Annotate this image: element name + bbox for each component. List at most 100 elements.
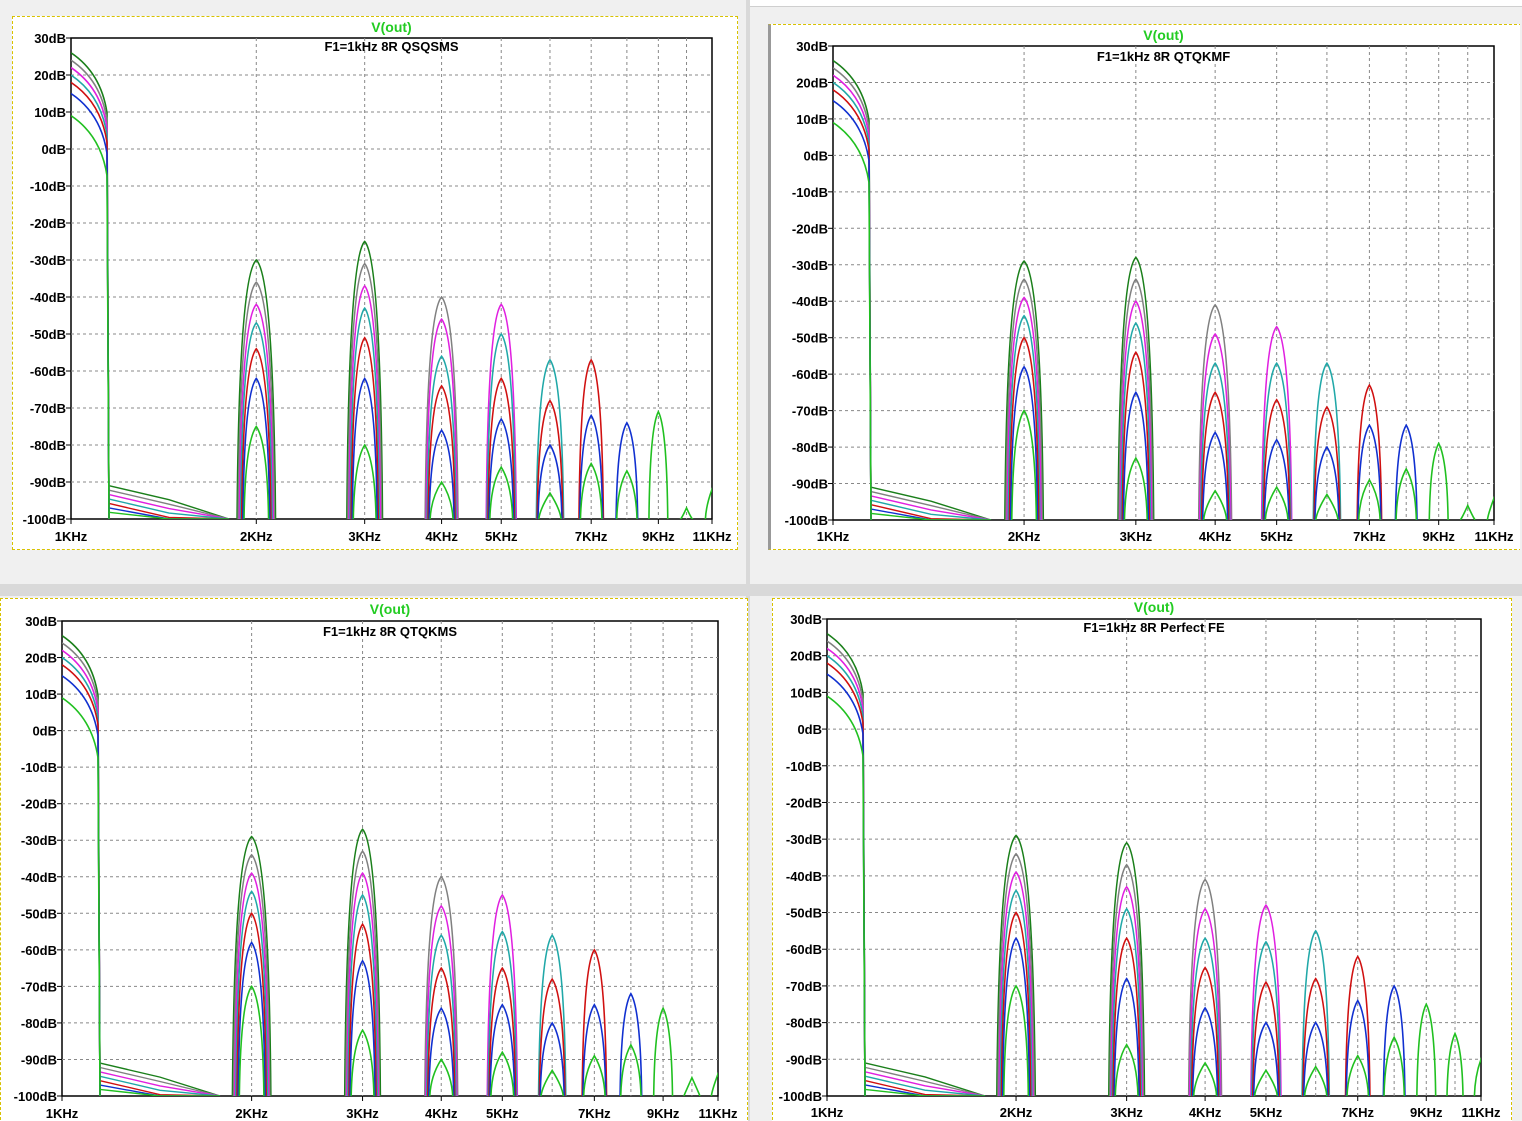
trace-harmonic-2k bbox=[231, 835, 272, 1096]
y-tick-label: -10dB bbox=[30, 179, 66, 194]
trace-harmonic-11k bbox=[1473, 1057, 1481, 1096]
x-tick-label: 2KHz bbox=[1008, 529, 1041, 544]
trace-harmonic-6k bbox=[1302, 1021, 1329, 1096]
trace-harmonic-8k bbox=[1382, 984, 1406, 1096]
trace-leakage-tail bbox=[108, 511, 229, 519]
trace-harmonic-7k bbox=[1357, 423, 1382, 520]
y-tick-label: -30dB bbox=[792, 258, 828, 273]
trace-leakage-tail bbox=[870, 490, 992, 520]
trace-harmonic-3k bbox=[348, 284, 382, 519]
y-tick-label: 20dB bbox=[790, 649, 822, 664]
x-tick-label: 9KHz bbox=[1410, 1105, 1443, 1120]
trace-harmonic-2k bbox=[1001, 936, 1031, 1096]
y-tick-label: 10dB bbox=[790, 685, 822, 700]
trace-harmonic-2k bbox=[1009, 365, 1039, 520]
trace-harmonic-2k bbox=[998, 871, 1034, 1096]
trace-harmonic-4k bbox=[1202, 489, 1228, 520]
trace-harmonic-6k bbox=[1312, 361, 1342, 520]
x-tick-label: 3KHz bbox=[1120, 529, 1153, 544]
trace-harmonic-5k bbox=[1250, 903, 1282, 1096]
trace-harmonic-3k bbox=[1117, 256, 1155, 520]
y-tick-label: -20dB bbox=[792, 221, 828, 236]
trace-harmonic-2k bbox=[240, 347, 272, 519]
trace-name: V(out) bbox=[371, 19, 411, 35]
trace-harmonic-3k bbox=[349, 306, 381, 519]
x-tick-label: 9KHz bbox=[1422, 529, 1455, 544]
trace-leakage-tail bbox=[99, 1062, 221, 1096]
trace-harmonic-5k bbox=[486, 332, 517, 519]
trace-leakage-tail bbox=[870, 499, 992, 520]
x-tick-label: 2KHz bbox=[240, 529, 273, 544]
trace-leakage-tail bbox=[864, 1088, 985, 1096]
trace-fundamental bbox=[71, 92, 110, 519]
trace-harmonic-2k bbox=[236, 912, 268, 1096]
trace-leakage-tail bbox=[99, 1075, 221, 1096]
trace-leakage-tail bbox=[99, 1084, 220, 1096]
y-tick-label: -10dB bbox=[21, 760, 57, 775]
trace-harmonic-4k bbox=[424, 295, 459, 519]
y-tick-label: -70dB bbox=[786, 979, 822, 994]
plot-area bbox=[70, 37, 713, 520]
y-tick-label: 20dB bbox=[796, 75, 828, 90]
trace-fundamental bbox=[827, 633, 866, 1096]
plot-panel-3[interactable]: 30dB 20dB 10dB 0dB -10dB -20dB -30dB -40dB -50dB… bbox=[0, 598, 748, 1121]
traces bbox=[827, 633, 1481, 1096]
chart-title: F1=1kHz 8R QTQKMF bbox=[1097, 49, 1230, 64]
trace-harmonic-4k bbox=[428, 1057, 454, 1096]
trace-harmonic-3k bbox=[1122, 390, 1150, 520]
trace-harmonic-6k bbox=[536, 399, 564, 519]
plot-panel-4[interactable]: 30dB 20dB 10dB 0dB -10dB -20dB -30dB -40dB -50dB… bbox=[772, 598, 1512, 1121]
trace-fundamental bbox=[62, 656, 101, 1096]
x-tick-label: 7KHz bbox=[1353, 529, 1386, 544]
trace-harmonic-2k bbox=[1007, 314, 1041, 520]
trace-harmonic-10k bbox=[1458, 503, 1477, 520]
trace-leakage-tail bbox=[870, 512, 991, 520]
x-tick-label: 2KHz bbox=[235, 1106, 268, 1121]
trace-harmonic-3k bbox=[1118, 278, 1154, 520]
x-tick-label: 3KHz bbox=[346, 1106, 379, 1121]
trace-name: V(out) bbox=[1143, 27, 1183, 43]
trace-harmonic-5k bbox=[487, 930, 518, 1096]
chart-title: F1=1kHz 8R QTQKMS bbox=[323, 624, 457, 639]
trace-harmonic-3k bbox=[1112, 936, 1141, 1096]
trace-harmonic-4k bbox=[427, 1006, 455, 1096]
x-tick-label: 9KHz bbox=[642, 529, 675, 544]
trace-harmonic-3k bbox=[352, 443, 377, 519]
panel-divider-vertical bbox=[746, 0, 750, 1121]
trace-harmonic-2k bbox=[1010, 409, 1038, 520]
y-tick-label: -100dB bbox=[779, 1089, 822, 1104]
trace-fundamental bbox=[62, 642, 101, 1096]
trace-leakage-tail bbox=[108, 507, 229, 519]
trace-fundamental bbox=[833, 59, 872, 520]
y-tick-label: -50dB bbox=[786, 906, 822, 921]
trace-harmonic-2k bbox=[233, 871, 270, 1096]
x-tick-label: 7KHz bbox=[1341, 1105, 1374, 1120]
trace-leakage-tail bbox=[870, 495, 992, 520]
x-tick-label: 11KHz bbox=[698, 1106, 738, 1121]
y-tick-label: -100dB bbox=[785, 513, 828, 528]
y-tick-label: -80dB bbox=[786, 1016, 822, 1031]
plot-panel-2[interactable]: 30dB 20dB 10dB 0dB -10dB -20dB -30dB -40dB -50dB… bbox=[768, 24, 1520, 550]
plot-area bbox=[61, 620, 719, 1097]
trace-harmonic-5k bbox=[1261, 361, 1292, 520]
trace-harmonic-5k bbox=[1262, 398, 1291, 520]
trace-harmonic-5k bbox=[1252, 1021, 1280, 1096]
x-tick-label: 1KHz bbox=[817, 529, 850, 544]
trace-harmonic-9k bbox=[648, 409, 669, 519]
trace-harmonic-7k bbox=[579, 461, 603, 519]
trace-fundamental bbox=[62, 664, 101, 1096]
plot-canvas-3: 30dB 20dB 10dB 0dB -10dB -20dB -30dB -40dB -50dB… bbox=[14, 601, 738, 1121]
plot-canvas-1: 30dB 20dB 10dB 0dB -10dB -20dB -30dB -40dB -50dB… bbox=[23, 19, 732, 544]
x-tick-label: 3KHz bbox=[1110, 1105, 1143, 1120]
trace-leakage-tail bbox=[108, 489, 230, 519]
y-tick-label: -30dB bbox=[21, 833, 57, 848]
trace-harmonic-6k bbox=[1314, 492, 1339, 520]
trace-harmonic-5k bbox=[489, 1003, 516, 1096]
trace-harmonic-5k bbox=[489, 465, 514, 519]
trace-fundamental bbox=[833, 81, 872, 520]
trace-harmonic-2k bbox=[238, 303, 274, 519]
x-tick-label: 11KHz bbox=[692, 529, 732, 544]
traces bbox=[71, 52, 712, 519]
trace-leakage-tail bbox=[870, 486, 992, 520]
plot-panel-1[interactable]: 30dB 20dB 10dB 0dB -10dB -20dB -30dB -40dB -50dB… bbox=[12, 16, 738, 550]
